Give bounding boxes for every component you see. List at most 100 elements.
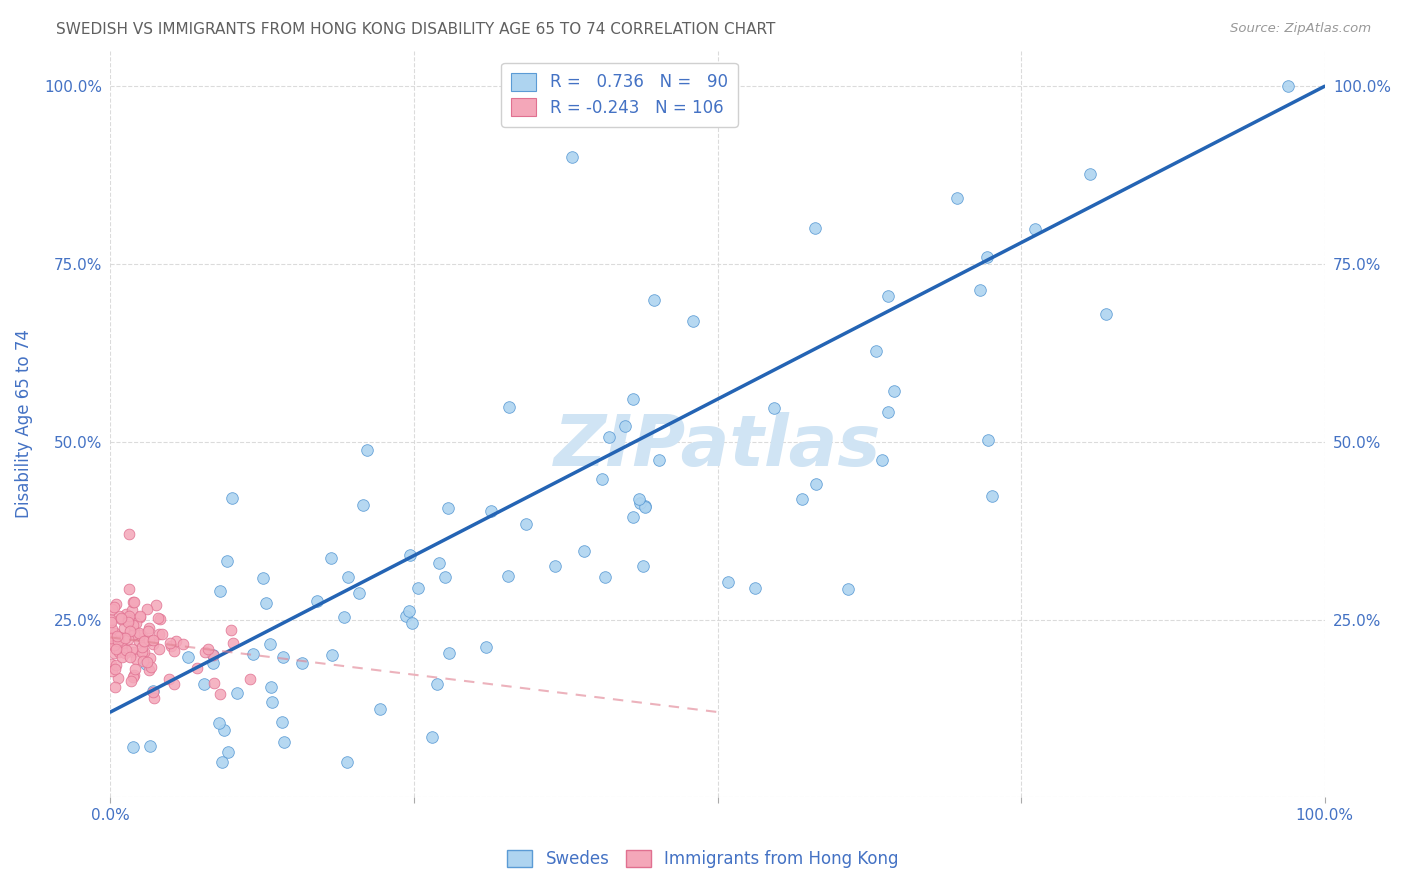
Point	[129, 609, 152, 624]
Point	[159, 636, 181, 650]
Point	[427, 556, 450, 570]
Point	[103, 638, 125, 652]
Point	[138, 621, 160, 635]
Point	[347, 586, 370, 600]
Point	[104, 662, 127, 676]
Point	[337, 570, 360, 584]
Point	[163, 677, 186, 691]
Point	[138, 633, 160, 648]
Point	[395, 608, 418, 623]
Point	[262, 696, 284, 710]
Point	[202, 648, 225, 663]
Point	[977, 433, 1000, 447]
Point	[242, 647, 264, 661]
Point	[117, 613, 139, 627]
Point	[108, 608, 131, 623]
Point	[149, 612, 172, 626]
Point	[103, 634, 125, 648]
Point	[105, 658, 128, 673]
Point	[595, 569, 617, 583]
Point	[100, 615, 122, 629]
Point	[122, 740, 145, 755]
Point	[100, 632, 122, 646]
Point	[118, 649, 141, 664]
Point	[104, 642, 127, 657]
Point	[356, 443, 378, 458]
Point	[142, 632, 165, 647]
Point	[110, 638, 132, 652]
Point	[122, 628, 145, 642]
Point	[219, 623, 242, 637]
Point	[159, 640, 181, 654]
Point	[118, 582, 141, 596]
Point	[136, 655, 159, 669]
Point	[122, 624, 145, 638]
Point	[107, 671, 129, 685]
Point	[352, 498, 374, 512]
Point	[142, 637, 165, 651]
Point	[211, 755, 233, 769]
Point	[572, 543, 595, 558]
Point	[129, 627, 152, 641]
Point	[100, 613, 122, 627]
Point	[101, 623, 124, 637]
Point	[108, 644, 131, 658]
Point	[883, 384, 905, 398]
Point	[621, 392, 644, 406]
Y-axis label: Disability Age 65 to 74: Disability Age 65 to 74	[15, 329, 32, 518]
Point	[136, 624, 159, 638]
Point	[139, 739, 162, 753]
Point	[271, 714, 294, 729]
Point	[398, 548, 420, 562]
Point	[803, 221, 825, 235]
Point	[981, 489, 1004, 503]
Point	[128, 610, 150, 624]
Point	[117, 632, 139, 646]
Text: SWEDISH VS IMMIGRANTS FROM HONG KONG DISABILITY AGE 65 TO 74 CORRELATION CHART: SWEDISH VS IMMIGRANTS FROM HONG KONG DIS…	[56, 22, 776, 37]
Point	[217, 745, 239, 759]
Point	[135, 657, 157, 671]
Point	[648, 452, 671, 467]
Point	[1078, 167, 1101, 181]
Point	[104, 680, 127, 694]
Point	[259, 637, 281, 651]
Point	[1024, 222, 1046, 236]
Point	[142, 685, 165, 699]
Point	[104, 636, 127, 650]
Point	[118, 609, 141, 624]
Point	[157, 672, 180, 686]
Point	[142, 683, 165, 698]
Point	[103, 600, 125, 615]
Point	[221, 491, 243, 505]
Point	[194, 645, 217, 659]
Point	[128, 634, 150, 648]
Point	[321, 648, 343, 663]
Point	[643, 293, 665, 307]
Point	[631, 558, 654, 573]
Point	[112, 621, 135, 635]
Point	[132, 654, 155, 668]
Point	[104, 625, 127, 640]
Point	[165, 634, 187, 648]
Point	[121, 641, 143, 656]
Point	[115, 607, 138, 622]
Point	[122, 645, 145, 659]
Point	[208, 687, 231, 701]
Point	[134, 645, 156, 659]
Point	[105, 597, 128, 611]
Point	[148, 611, 170, 625]
Point	[117, 611, 139, 625]
Point	[252, 571, 274, 585]
Point	[138, 663, 160, 677]
Point	[131, 645, 153, 659]
Point	[260, 680, 283, 694]
Point	[291, 657, 314, 671]
Point	[208, 715, 231, 730]
Point	[239, 672, 262, 686]
Point	[496, 569, 519, 583]
Point	[122, 671, 145, 685]
Point	[122, 667, 145, 681]
Point	[142, 690, 165, 705]
Point	[115, 642, 138, 657]
Point	[336, 755, 359, 769]
